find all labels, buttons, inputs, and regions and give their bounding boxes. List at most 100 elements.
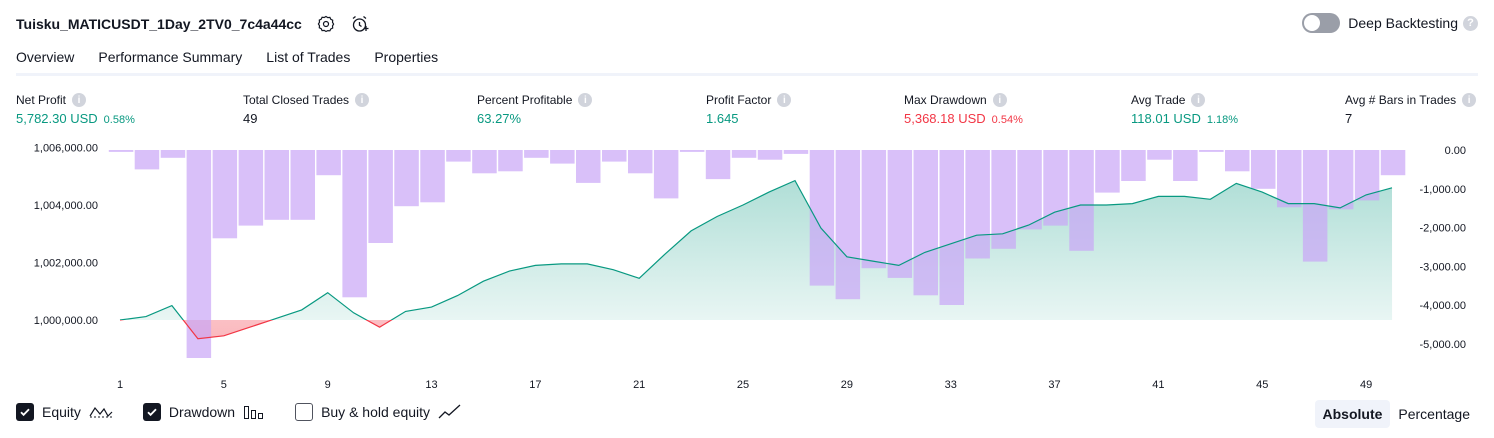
tab-overview[interactable]: Overview (16, 46, 75, 76)
equity-checkbox[interactable] (16, 403, 34, 421)
metric-value: 5,782.30 USD (16, 111, 98, 126)
drawdown-bar (524, 150, 549, 158)
absolute-button[interactable]: Absolute (1314, 400, 1391, 428)
drawdown-bar (498, 150, 523, 172)
chart-legend: Equity Drawdown Buy & hold equity (16, 403, 492, 421)
metric-percent: 1.18% (1206, 114, 1239, 126)
info-icon[interactable]: i (777, 93, 792, 107)
metric-percent-profitable: Percent Profitable i 63.27% (477, 93, 593, 126)
info-icon[interactable]: i (1191, 93, 1206, 107)
drawdown-bar (1069, 150, 1094, 251)
info-icon[interactable]: i (1462, 93, 1477, 107)
drawdown-bar (550, 150, 575, 164)
value-mode-switch: Absolute Percentage (1314, 400, 1479, 428)
x-axis-tick: 9 (325, 379, 331, 391)
metric-total-closed-trades: Total Closed Trades i 49 (243, 93, 370, 126)
drawdown-bar (394, 150, 419, 207)
metric-label: Total Closed Trades (243, 93, 350, 107)
x-axis-tick: 1 (117, 379, 123, 391)
tab-list-of-trades[interactable]: List of Trades (266, 49, 351, 65)
add-alert-icon[interactable] (350, 14, 370, 34)
x-axis-tick: 45 (1256, 379, 1268, 391)
drawdown-bar (731, 150, 757, 158)
percentage-button[interactable]: Percentage (1398, 406, 1470, 422)
info-icon[interactable]: i (992, 93, 1007, 107)
x-axis-tick: 41 (1152, 379, 1164, 391)
drawdown-checkbox[interactable] (142, 403, 161, 421)
buy-hold-checkbox[interactable] (295, 403, 314, 421)
x-axis-tick: 17 (529, 379, 541, 391)
help-icon[interactable]: ? (1463, 15, 1478, 31)
metric-avg-trade: Avg Trade i 118.01 USD 1.18% (1131, 93, 1238, 126)
tab-performance-summary[interactable]: Performance Summary (98, 49, 243, 65)
metric-label: Avg # Bars in Trades (1345, 93, 1457, 107)
legend-drawdown-label: Drawdown (168, 404, 236, 420)
metric-value: 63.27% (477, 111, 522, 126)
drawdown-bar (653, 150, 679, 199)
drawdown-bar (264, 150, 289, 220)
drawdown-bar (991, 150, 1016, 249)
drawdown-bar (368, 150, 393, 243)
drawdown-bar (1380, 150, 1406, 176)
drawdown-bar (861, 150, 887, 269)
drawdown-bar (420, 150, 445, 203)
buy-hold-line-icon (438, 403, 462, 421)
metric-value: 49 (243, 111, 258, 126)
metric-label: Max Drawdown (904, 93, 987, 107)
x-axis-tick: 29 (841, 379, 853, 391)
drawdown-bar (108, 150, 134, 152)
metric-value: 5,368.18 USD (904, 111, 986, 126)
right-axis-tick: -5,000.00 (1420, 339, 1466, 351)
drawdown-bar (965, 150, 990, 259)
drawdown-bar (1302, 150, 1328, 262)
right-axis-tick: 0.00 (1445, 145, 1466, 157)
x-axis-tick: 33 (945, 379, 957, 391)
metric-value: 7 (1345, 111, 1353, 126)
deep-backtesting-toggle[interactable] (1302, 13, 1341, 33)
metric-profit-factor: Profit Factor i 1.645 (706, 93, 792, 126)
metric-net-profit: Net Profit i 5,782.30 USD 0.58% (16, 93, 135, 126)
drawdown-bar (913, 150, 938, 296)
drawdown-bar (1017, 150, 1042, 230)
drawdown-bar (887, 150, 913, 278)
drawdown-bar (602, 150, 627, 162)
legend-equity[interactable]: Equity (16, 403, 113, 421)
drawdown-bar (1199, 150, 1224, 152)
x-axis-tick: 13 (425, 379, 437, 391)
left-axis-tick: 1,002,000.00 (34, 258, 98, 270)
metric-max-drawdown: Max Drawdown i 5,368.18 USD 0.54% (904, 93, 1023, 126)
legend-buy-hold[interactable]: Buy & hold equity (295, 403, 462, 421)
x-axis-tick: 21 (633, 379, 645, 391)
gear-icon[interactable] (316, 14, 336, 34)
drawdown-bar (238, 150, 264, 226)
drawdown-bar (809, 150, 835, 286)
drawdown-bar (1121, 150, 1146, 181)
right-axis-tick: -1,000.00 (1420, 184, 1466, 196)
drawdown-bar (1277, 150, 1302, 208)
drawdown-bar (472, 150, 497, 174)
tab-properties[interactable]: Properties (374, 49, 439, 65)
drawdown-bar (160, 150, 186, 158)
drawdown-bar (679, 150, 705, 152)
metric-label: Net Profit (16, 93, 67, 107)
info-icon[interactable]: i (355, 93, 370, 107)
x-axis-tick: 49 (1360, 379, 1372, 391)
drawdown-bar (835, 150, 861, 300)
legend-drawdown[interactable]: Drawdown (142, 403, 265, 421)
left-axis-tick: 1,006,000.00 (34, 143, 98, 155)
drawdown-bar (1147, 150, 1172, 160)
drawdown-bar (1251, 150, 1276, 189)
right-axis-tick: -4,000.00 (1420, 300, 1466, 312)
equity-area-down (120, 320, 1393, 339)
left-axis-tick: 1,000,000.00 (34, 315, 98, 327)
deep-backtesting: Deep Backtesting ? (1302, 13, 1478, 33)
strategy-header: Tuisku_MATICUSDT_1Day_2TV0_7c4a44cc (16, 12, 370, 36)
drawdown-bar (783, 150, 809, 154)
drawdown-bar (1095, 150, 1120, 193)
report-tabs: Overview Performance Summary List of Tra… (16, 46, 462, 76)
x-axis-tick: 37 (1048, 379, 1060, 391)
info-icon[interactable]: i (72, 93, 87, 107)
info-icon[interactable]: i (578, 93, 593, 107)
tab-divider (16, 73, 1478, 76)
deep-backtesting-label: Deep Backtesting (1348, 15, 1458, 31)
